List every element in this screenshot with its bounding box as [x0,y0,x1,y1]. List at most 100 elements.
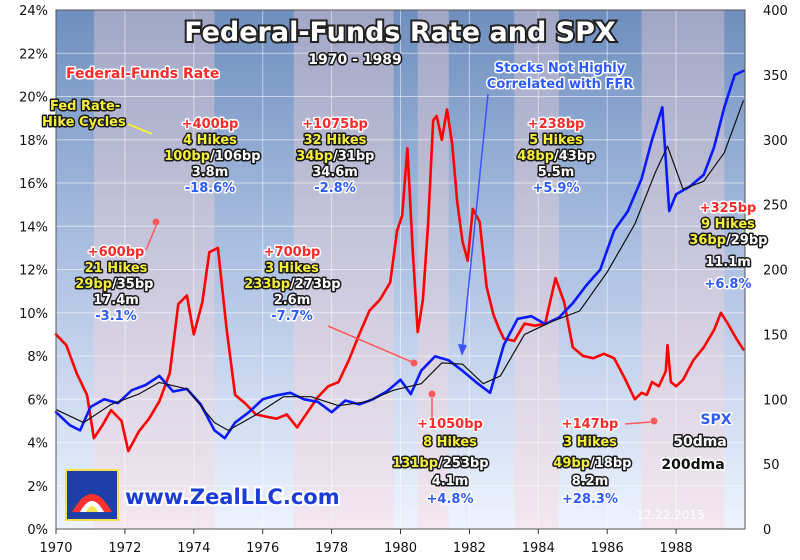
website-link[interactable]: www.ZealLLC.com [123,483,342,511]
y-left-tick-label: 22% [19,47,48,62]
y-right-tick-label: 0 [763,523,771,538]
chart-subtitle: 1970 - 1989 [308,52,402,68]
cycle-duration: 2.6m [274,293,311,308]
cycle-avg-b: /35bp [112,277,153,292]
cycle-pct: +6.8% [705,277,752,292]
fed-hikes-arrow [127,123,153,135]
cycle-pct: +4.8% [427,492,474,507]
cycle-bp: +600bp [88,245,145,260]
cycle-hikes: 32 Hikes [304,133,367,148]
cycle-avg-b: /29bp [726,233,767,248]
cycle-avg-b: /273bp [290,277,341,292]
y-left-tick-label: 6% [27,393,48,408]
cycle-avg-b: /18bp [590,456,631,471]
cycle-pct: -18.6% [185,181,236,196]
stocks-note-line2: Correlated with FFR [487,77,633,92]
cycle-avg-b: /43bp [554,149,595,164]
cycle-avg-b: /106bp [210,149,261,164]
cycle-duration: 11.1m [705,255,751,270]
cycle-annotation: +700bp 3 Hikes 233bp /273bp 2.6m -7.7% [243,244,342,326]
series-line-spx [54,69,745,440]
cycle-pointer-dot [410,359,418,367]
cycle-annotation: +238bp 5 Hikes 48bp /43bp 5.5m +5.9% [516,116,597,198]
x-tick-label: 1980 [384,541,417,556]
cycle-avg-a: 49bp [553,456,590,471]
cycle-annotation: +1050bp 8 Hikes 131bp /253bp 4.1m +4.8% [391,416,490,509]
cycle-duration: 8.2m [572,474,609,489]
dma50-legend-label: 50dma [673,434,727,450]
cycle-annotation: +1075bp 32 Hikes 34bp /31bp 34.6m -2.8% [295,116,376,198]
cycle-bp: +400bp [182,117,239,132]
cycle-hikes: 8 Hikes [423,435,477,450]
cycle-bp: +325bp [700,201,757,216]
cycle-avg-a: 233bp [244,277,290,292]
x-tick-label: 1982 [453,541,486,556]
cycle-duration: 34.6m [312,165,358,180]
cycle-avg-a: 131bp [392,456,438,471]
cycle-avg-b: /31bp [333,149,374,164]
x-tick-label: 1976 [246,541,279,556]
cycle-avg-a: 29bp [75,277,112,292]
cycle-duration: 4.1m [432,474,469,489]
cycle-bp: +700bp [264,245,321,260]
cycle-avg-a: 48bp [517,149,554,164]
cycle-annotation: +325bp 9 Hikes 36bp /29bp 11.1m +6.8% [688,200,769,294]
series-layer [54,69,745,453]
cycle-pointer-dot [152,218,160,226]
cycle-hikes: 3 Hikes [265,261,319,276]
cycle-pct: +28.3% [562,492,618,507]
cycle-avg-a: 100bp [164,149,210,164]
zeal-logo [65,469,119,521]
series-line-federal-funds-rate [54,108,745,453]
cycle-annotation: +147bp 3 Hikes 49bp /18bp 8.2m +28.3% [552,416,633,509]
cycle-bp: +1050bp [417,417,483,432]
fed-hikes-label-line2: Hike Cycles [42,115,126,130]
cycle-pct: -7.7% [271,309,312,324]
y-right-tick-label: 400 [763,4,788,19]
cycle-avg-b: /253bp [438,456,489,471]
cycle-pct: -2.8% [314,181,355,196]
y-left-tick-label: 16% [19,177,48,192]
y-left-tick-label: 12% [19,264,48,279]
cycle-pointer [624,421,651,425]
y-left-tick-label: 10% [19,307,48,322]
y-left-tick-label: 18% [19,134,48,149]
y-left-tick-label: 24% [19,4,48,19]
y-left-tick-label: 0% [27,523,48,538]
y-right-tick-label: 100 [763,393,788,408]
cycle-pointer [145,225,157,251]
cycle-avg-a: 34bp [296,149,333,164]
cycle-pct: -3.1% [95,309,136,324]
cycle-hikes: 21 Hikes [85,261,148,276]
stocks-note-line1: Stocks Not Highly [495,61,626,76]
cycle-pct: +5.9% [533,181,580,196]
cycle-hikes: 5 Hikes [529,133,583,148]
cycle-pointer-dot [650,417,658,425]
cycle-annotation: +400bp 4 Hikes 100bp /106bp 3.8m -18.6% [163,116,262,198]
cycle-duration: 3.8m [192,165,229,180]
cycle-annotation: +600bp 21 Hikes 29bp /35bp 17.4m -3.1% [74,244,155,326]
y-left-tick-label: 2% [27,480,48,495]
cycle-hikes: 4 Hikes [183,133,237,148]
y-right-tick-label: 300 [763,134,788,149]
x-tick-label: 1970 [39,541,72,556]
y-left-tick-label: 14% [19,220,48,235]
x-tick-label: 1974 [177,541,210,556]
y-right-tick-label: 200 [763,264,788,279]
y-right-tick-label: 50 [763,458,780,473]
cycle-hikes: 9 Hikes [701,217,755,232]
y-right-tick-label: 350 [763,69,788,84]
cycle-bp: +1075bp [302,117,368,132]
series-line-50dma [55,100,744,431]
stocks-note-arrow [461,93,489,353]
x-tick-label: 1972 [108,541,141,556]
x-tick-label: 1986 [591,541,624,556]
y-left-tick-label: 8% [27,350,48,365]
cycle-bp: +238bp [528,117,585,132]
x-tick-label: 1978 [315,541,348,556]
cycle-duration: 5.5m [538,165,575,180]
x-tick-label: 1988 [660,541,693,556]
chart-title: Federal-Funds Rate and SPX [184,17,616,48]
